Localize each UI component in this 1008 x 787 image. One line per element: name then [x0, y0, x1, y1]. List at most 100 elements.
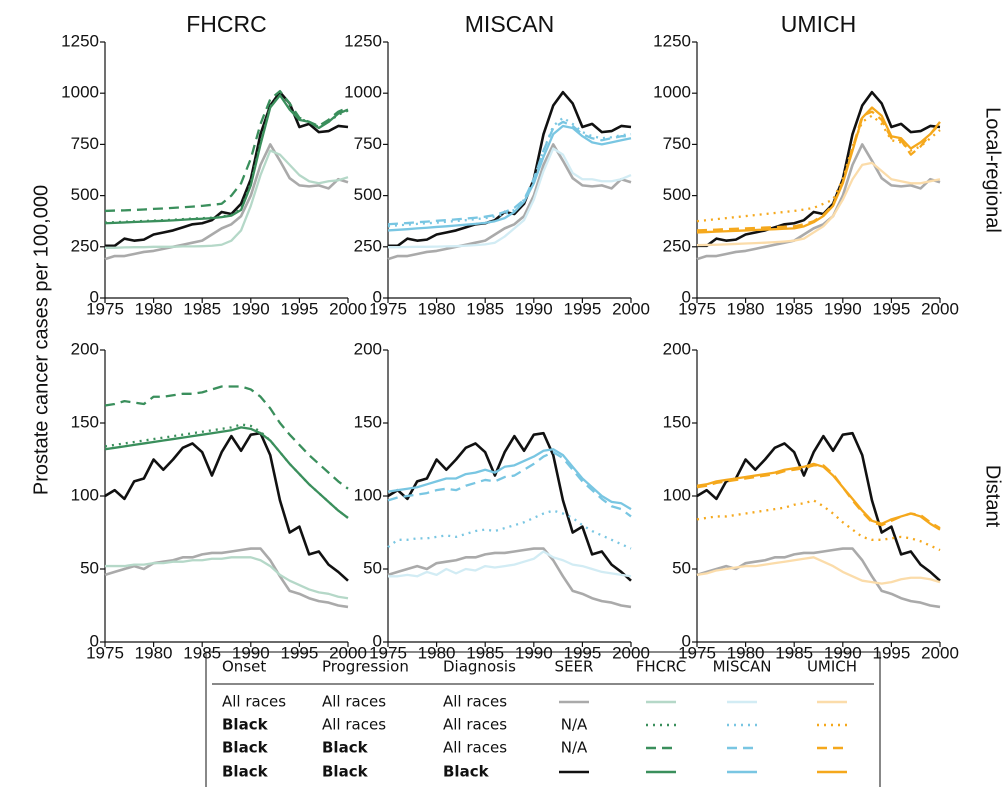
y-tick-label: 500: [71, 185, 99, 204]
series-line: [387, 124, 632, 232]
legend-cell: All races: [222, 693, 286, 711]
series-line: [104, 90, 349, 213]
y-tick-label: 200: [354, 339, 382, 358]
series-line: [388, 550, 632, 578]
series-line: [387, 451, 632, 518]
x-tick-label: 1985: [183, 299, 221, 318]
y-tick-label: 1250: [61, 31, 99, 50]
x-tick-label: 1990: [232, 643, 270, 662]
y-tick-label: 750: [71, 134, 99, 153]
legend-header: UMICH: [807, 658, 857, 676]
x-tick-label: 1975: [369, 299, 407, 318]
series-line: [696, 462, 941, 531]
x-tick-label: 1995: [872, 643, 910, 662]
legend-cell: All races: [322, 716, 386, 734]
x-tick-label: 2000: [921, 643, 959, 662]
legend-cell: All races: [443, 716, 507, 734]
x-tick-label: 1985: [183, 643, 221, 662]
series-line: [696, 110, 941, 232]
legend-header: Diagnosis: [443, 658, 516, 676]
series-line: [696, 556, 941, 585]
x-tick-label: 1985: [775, 643, 813, 662]
y-tick-label: 150: [71, 412, 99, 431]
x-tick-label: 1990: [515, 643, 553, 662]
y-tick-label: 150: [354, 412, 382, 431]
y-tick-label: 1250: [653, 31, 691, 50]
series-line: [388, 147, 632, 249]
x-tick-label: 2000: [921, 299, 959, 318]
series-line: [104, 94, 349, 224]
y-tick-label: 100: [71, 485, 99, 504]
x-tick-label: 1990: [232, 299, 270, 318]
y-tick-label: 100: [663, 485, 691, 504]
series-line: [387, 448, 632, 511]
legend-cell: N/A: [561, 716, 588, 734]
series-line: [387, 547, 632, 609]
x-tick-label: 1975: [369, 643, 407, 662]
y-tick-label: 50: [80, 558, 99, 577]
x-tick-label: 1990: [824, 299, 862, 318]
y-tick-label: 1000: [61, 83, 99, 102]
x-tick-label: 1980: [135, 299, 173, 318]
x-tick-label: 1985: [466, 643, 504, 662]
y-tick-label: 0: [373, 631, 382, 650]
y-tick-label: 1000: [653, 83, 691, 102]
x-tick-label: 1995: [280, 299, 318, 318]
y-tick-label: 0: [682, 287, 691, 306]
legend-header: Progression: [322, 658, 409, 676]
series-line: [387, 143, 632, 261]
y-axis-label: Prostate cancer cases per 100,000: [30, 185, 52, 495]
series-line: [696, 161, 941, 247]
legend-cell: Black: [322, 739, 369, 757]
y-tick-label: 1250: [344, 31, 382, 50]
series-line: [696, 499, 941, 552]
x-tick-label: 1980: [727, 643, 765, 662]
x-tick-label: 1975: [678, 299, 716, 318]
legend-cell: Black: [222, 716, 269, 734]
series-line: [696, 106, 941, 234]
series-line: [104, 426, 349, 519]
y-tick-label: 150: [663, 412, 691, 431]
x-tick-label: 1980: [418, 299, 456, 318]
x-tick-label: 1980: [135, 643, 173, 662]
x-tick-label: 1980: [418, 643, 456, 662]
y-tick-label: 250: [354, 236, 382, 255]
series-line: [696, 114, 941, 223]
y-tick-label: 750: [354, 134, 382, 153]
x-tick-label: 1990: [824, 643, 862, 662]
series-line: [105, 556, 349, 600]
series-line: [696, 431, 941, 582]
y-tick-label: 0: [90, 287, 99, 306]
y-tick-label: 1000: [344, 83, 382, 102]
y-tick-label: 0: [682, 631, 691, 650]
y-tick-label: 250: [663, 236, 691, 255]
y-tick-label: 100: [354, 485, 382, 504]
legend-header: Onset: [222, 658, 266, 676]
legend-header: MISCAN: [713, 658, 772, 676]
x-tick-label: 1995: [872, 299, 910, 318]
x-tick-label: 1995: [563, 299, 601, 318]
series-line: [388, 90, 632, 248]
series-line: [696, 464, 941, 530]
x-tick-label: 1995: [280, 643, 318, 662]
y-tick-label: 750: [663, 134, 691, 153]
y-tick-label: 500: [663, 185, 691, 204]
series-line: [697, 90, 941, 248]
series-line: [104, 94, 349, 225]
legend-cell: All races: [322, 693, 386, 711]
x-tick-label: 1975: [86, 643, 124, 662]
x-tick-label: 1990: [515, 299, 553, 318]
y-tick-label: 500: [354, 185, 382, 204]
legend-cell: All races: [443, 693, 507, 711]
series-line: [105, 90, 349, 248]
x-tick-label: 1980: [727, 299, 765, 318]
series-line: [387, 509, 632, 550]
row-label: Distant: [982, 465, 1004, 528]
y-tick-label: 50: [672, 558, 691, 577]
legend-cell: All races: [443, 739, 507, 757]
x-tick-label: 1985: [466, 299, 504, 318]
series-line: [104, 547, 349, 609]
series-line: [104, 143, 349, 261]
legend-cell: Black: [322, 763, 369, 781]
